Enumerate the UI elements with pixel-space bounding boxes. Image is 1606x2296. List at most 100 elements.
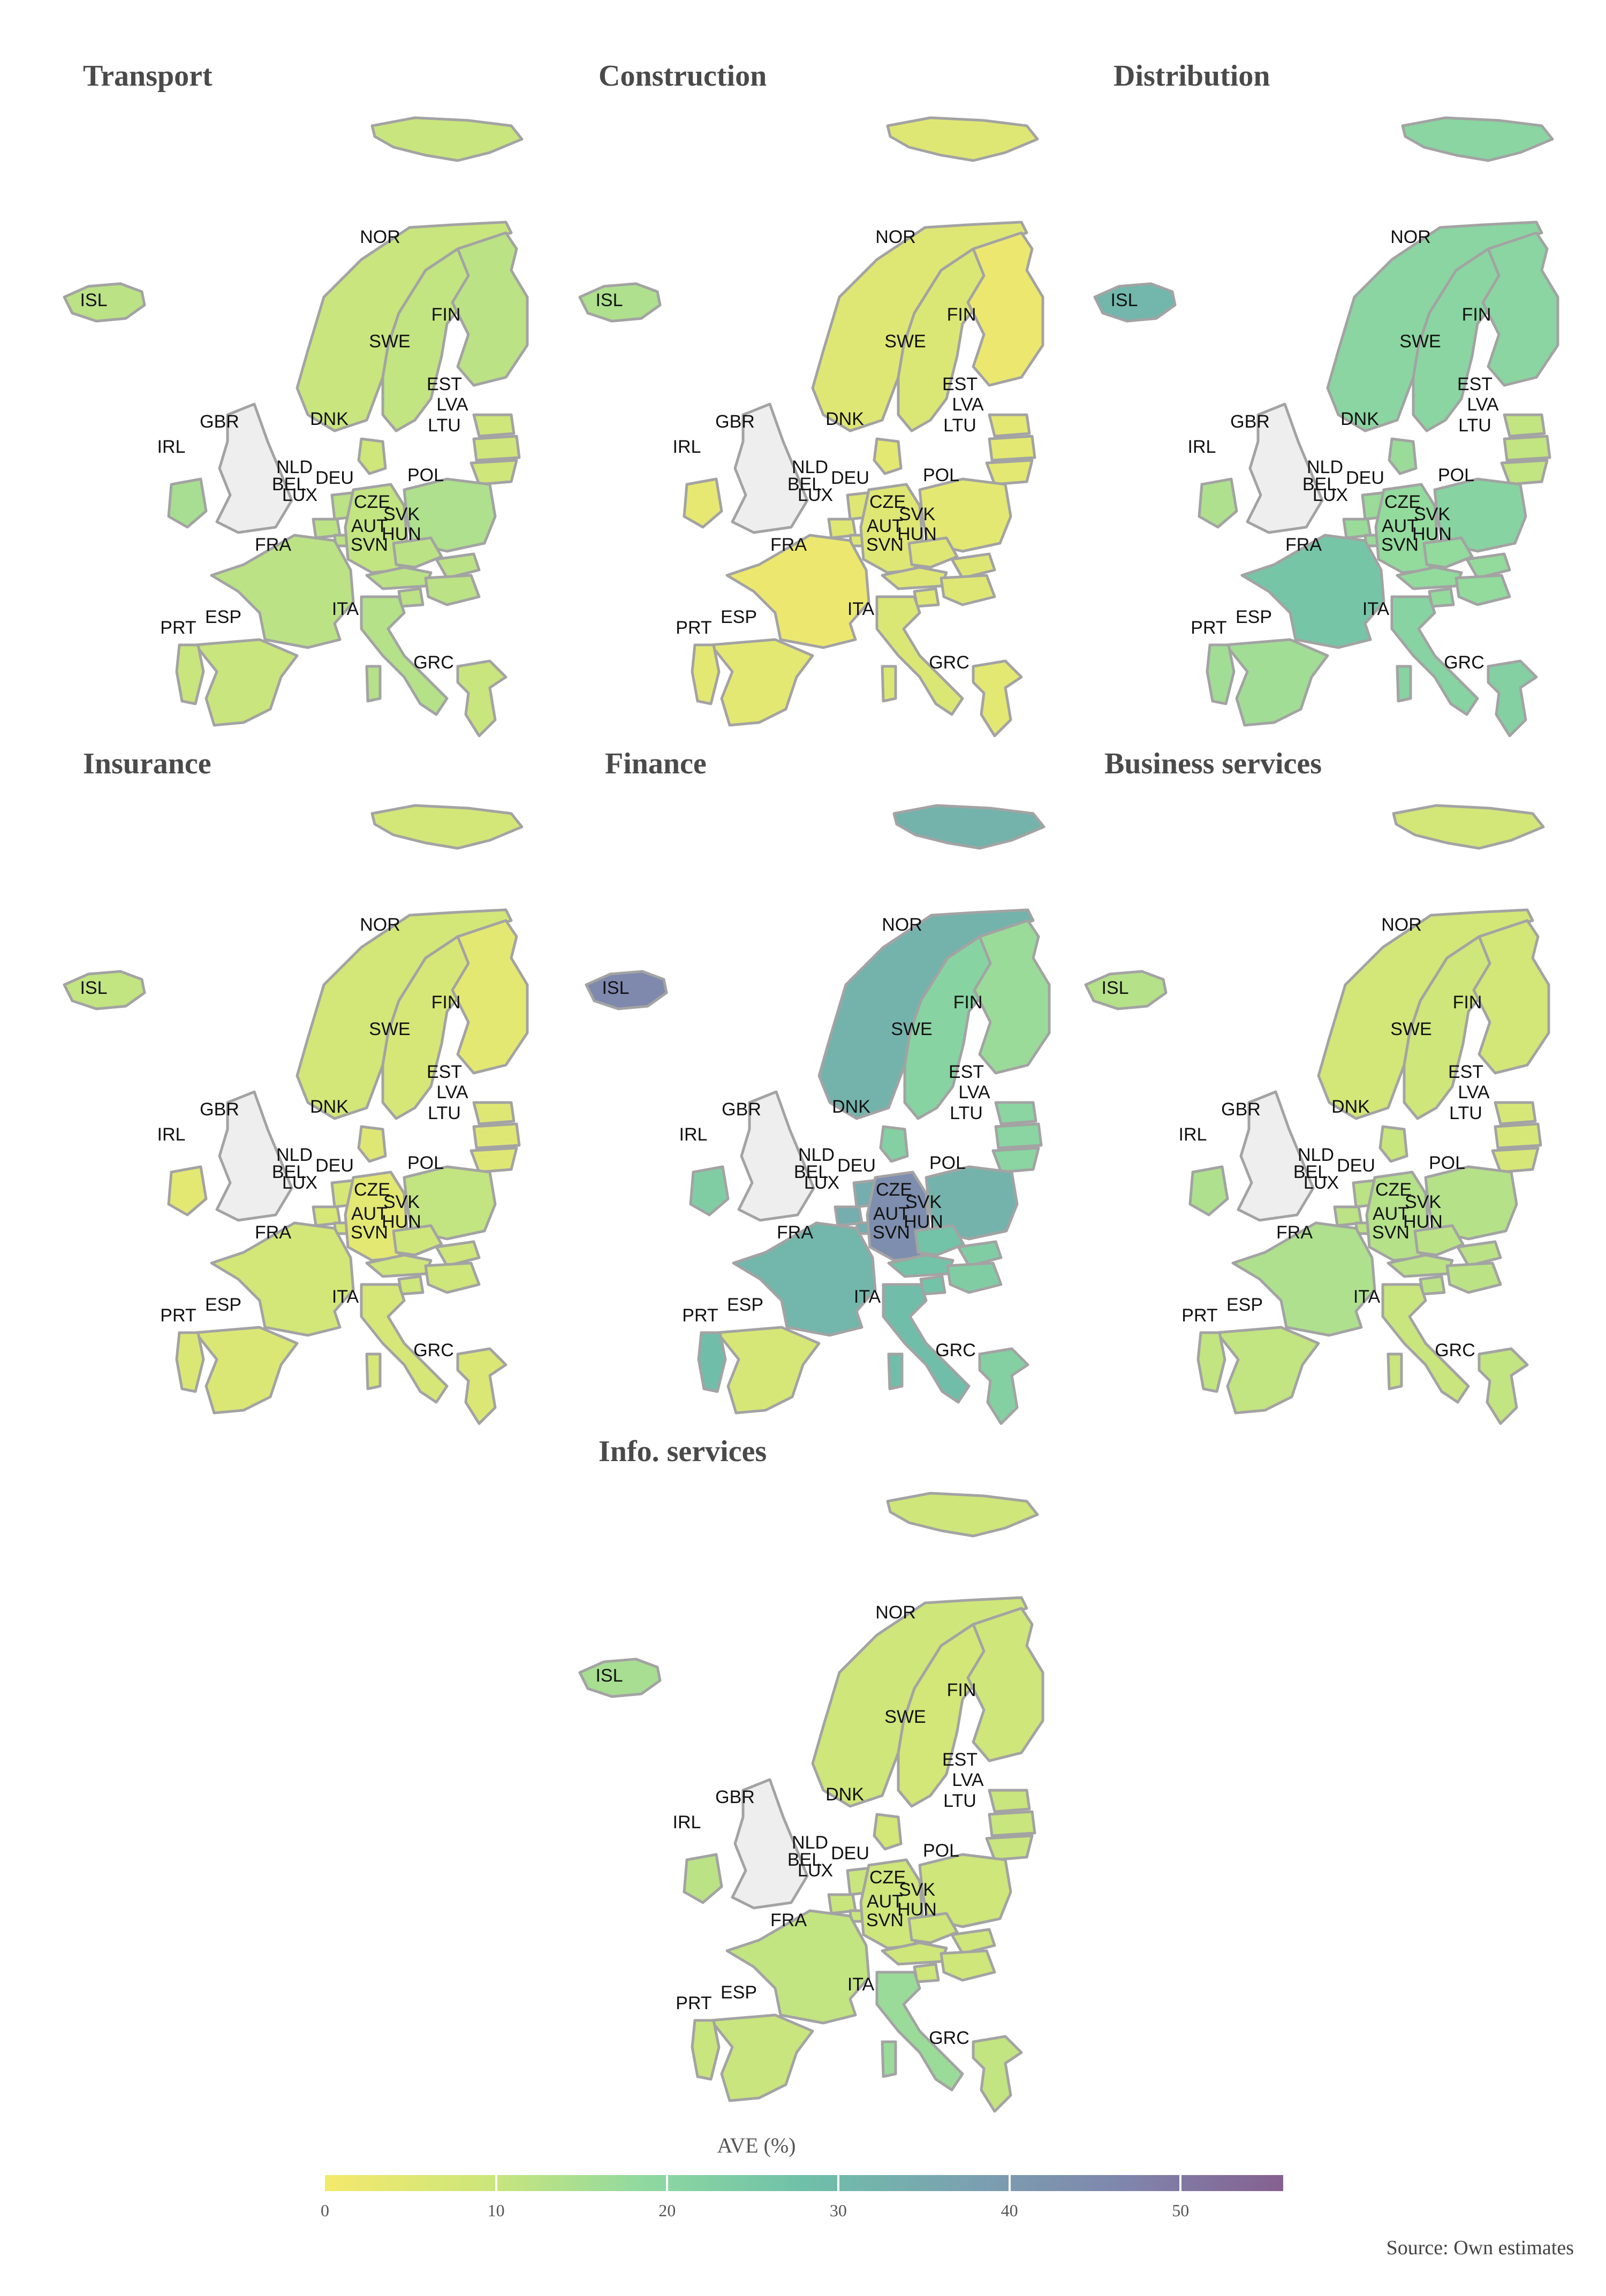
country-cze — [392, 1224, 443, 1257]
country-label-isl: ISL — [602, 978, 629, 998]
country-label-lux: LUX — [1304, 1173, 1339, 1193]
country-label-ltu: LTU — [428, 415, 461, 436]
country-label-prt: PRT — [160, 1305, 196, 1326]
country-esp — [709, 2013, 814, 2102]
country-label-swe: SWE — [1399, 331, 1441, 352]
country-ita — [881, 2040, 897, 2078]
country-isl — [1093, 282, 1177, 323]
country-esp — [194, 1326, 299, 1415]
country-label-lux: LUX — [798, 485, 833, 505]
country-esp — [716, 1326, 821, 1415]
country-dnk — [879, 1125, 909, 1163]
country-prt — [175, 1331, 205, 1393]
country-label-deu: DEU — [315, 468, 354, 488]
country-label-pol: POL — [407, 465, 444, 485]
country-label-nor: NOR — [360, 915, 400, 935]
country-label-aut: AUT — [351, 1204, 388, 1224]
country-label-nld: NLD — [798, 1145, 835, 1165]
country-cze — [1413, 1224, 1465, 1257]
country-fra — [1240, 534, 1385, 649]
country-label-lux: LUX — [1313, 485, 1348, 505]
country-fra — [210, 1221, 355, 1337]
country-label-irl: IRL — [1188, 437, 1216, 457]
country-label-dnk: DNK — [310, 409, 349, 429]
country-nor — [886, 1492, 1039, 1538]
country-svk — [957, 1240, 1003, 1267]
country-dnk — [357, 1125, 387, 1163]
country-label-pol: POL — [929, 1153, 966, 1173]
country-label-irl: IRL — [679, 1124, 708, 1145]
legend-tick-label: 10 — [487, 2201, 505, 2220]
country-isl — [1084, 970, 1168, 1010]
country-label-grc: GRC — [1444, 652, 1484, 673]
country-label-est: EST — [942, 1750, 978, 1770]
country-gbr — [1246, 402, 1324, 534]
country-label-cze: CZE — [354, 1180, 390, 1200]
country-label-bel: BEL — [272, 474, 306, 495]
country-label-esp: ESP — [721, 1982, 757, 2003]
country-label-cze: CZE — [869, 1867, 906, 1888]
country-label-nor: NOR — [875, 227, 916, 247]
country-label-svk: SVK — [383, 504, 420, 524]
country-ltu — [1491, 1146, 1540, 1174]
country-label-nld: NLD — [792, 1833, 828, 1853]
country-label-ita: ITA — [332, 1287, 359, 1307]
country-cze — [914, 1224, 965, 1257]
country-label-pol: POL — [407, 1153, 444, 1173]
country-label-pol: POL — [923, 465, 959, 485]
country-irl — [167, 477, 208, 529]
country-label-swe: SWE — [891, 1019, 932, 1039]
country-label-svk: SVK — [383, 1192, 420, 1212]
country-label-gbr: GBR — [715, 412, 755, 432]
country-label-bel: BEL — [1302, 474, 1337, 495]
legend-tick-label: 30 — [829, 2201, 847, 2220]
country-nor — [886, 116, 1039, 162]
country-grc — [456, 659, 507, 738]
country-label-cze: CZE — [869, 492, 906, 512]
country-label-bel: BEL — [1293, 1162, 1328, 1182]
country-label-esp: ESP — [727, 1295, 763, 1315]
country-label-swe: SWE — [884, 1707, 926, 1727]
country-est — [472, 1101, 516, 1126]
country-label-gbr: GBR — [200, 412, 239, 432]
country-label-hun: HUN — [382, 524, 421, 544]
country-label-lux: LUX — [282, 485, 317, 505]
country-cze — [907, 536, 959, 569]
country-nor — [370, 116, 524, 162]
country-fin — [973, 919, 1051, 1075]
country-cze — [907, 1912, 959, 1944]
country-label-prt: PRT — [676, 618, 711, 638]
country-label-fra: FRA — [1276, 1222, 1313, 1243]
country-label-lva: LVA — [952, 1770, 984, 1790]
country-label-est: EST — [1457, 374, 1493, 394]
country-label-grc: GRC — [935, 1340, 976, 1360]
country-isl — [578, 282, 662, 323]
country-label-fin: FIN — [1453, 992, 1482, 1013]
country-label-prt: PRT — [682, 1305, 718, 1326]
panel-title: Business services — [1104, 747, 1322, 780]
country-label-deu: DEU — [831, 468, 869, 488]
country-label-fra: FRA — [777, 1222, 813, 1243]
country-hun — [946, 1261, 1003, 1294]
country-grc — [1487, 659, 1538, 738]
country-label-est: EST — [942, 374, 978, 394]
country-label-esp: ESP — [1226, 1295, 1263, 1315]
country-isl — [585, 970, 668, 1010]
country-label-svk: SVK — [1414, 504, 1450, 524]
country-label-svn: SVN — [1372, 1222, 1410, 1243]
country-irl — [689, 1165, 730, 1217]
country-label-grc: GRC — [413, 1340, 454, 1360]
country-label-swe: SWE — [1390, 1019, 1431, 1039]
country-ita — [365, 1352, 382, 1390]
legend-tick-label: 20 — [658, 2201, 676, 2220]
country-label-ltu: LTU — [943, 415, 976, 436]
country-grc — [456, 1347, 507, 1425]
country-label-pol: POL — [923, 1841, 959, 1861]
country-label-svk: SVK — [899, 1880, 935, 1900]
country-label-lva: LVA — [1467, 394, 1499, 415]
country-prt — [697, 1331, 727, 1393]
country-pol — [1424, 1165, 1518, 1241]
country-label-ltu: LTU — [943, 1791, 976, 1811]
